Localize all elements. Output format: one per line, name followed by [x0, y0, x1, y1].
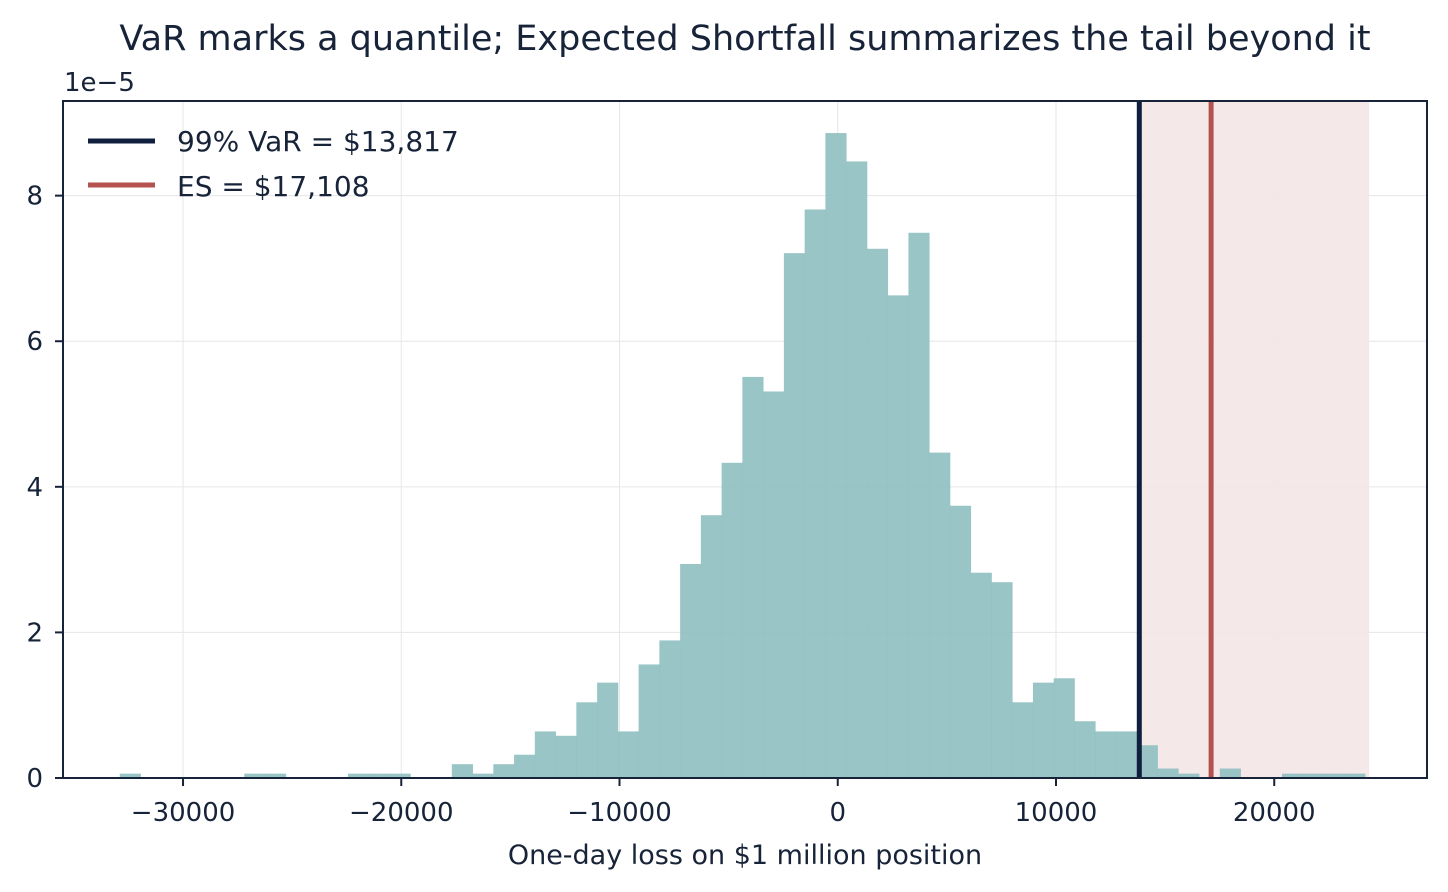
histogram-bar	[389, 773, 411, 778]
histogram-bar	[1115, 731, 1138, 778]
histogram-bar	[846, 161, 868, 779]
histogram-bar	[617, 731, 640, 778]
histogram-bar	[534, 731, 556, 778]
chart-title: VaR marks a quantile; Expected Shortfall…	[119, 19, 1370, 59]
x-tick-label: 10000	[1015, 798, 1098, 828]
histogram-bar	[514, 754, 536, 778]
histogram-bar	[1282, 773, 1304, 778]
histogram-bar	[887, 295, 909, 778]
x-axis-label: One-day loss on $1 million position	[508, 840, 982, 871]
histogram-bar	[742, 376, 764, 778]
y-offset-label: 1e−5	[64, 68, 135, 98]
histogram-bar	[1302, 773, 1324, 778]
x-tick-label: −10000	[567, 798, 672, 828]
histogram-bar	[866, 248, 889, 778]
legend-label-es: ES = $17,108	[177, 170, 370, 203]
y-tick-label: 0	[26, 764, 43, 794]
histogram-bar	[970, 572, 992, 778]
histogram-bar	[1178, 773, 1200, 778]
histogram-bar	[1053, 678, 1075, 778]
histogram-bar	[1157, 768, 1179, 778]
histogram-bar	[804, 209, 826, 779]
y-tick-label: 8	[26, 182, 43, 212]
histogram-bar	[1136, 745, 1158, 778]
histogram-bar	[721, 462, 743, 778]
histogram-bar	[680, 563, 702, 778]
legend-label-var: 99% VaR = $13,817	[177, 125, 459, 158]
histogram-bar	[929, 452, 951, 778]
x-tick-label: 20000	[1233, 798, 1316, 828]
tail-shade	[1139, 101, 1370, 778]
histogram-bar	[244, 773, 266, 778]
histogram-bar	[1012, 702, 1034, 778]
x-tick-label: 0	[829, 798, 846, 828]
histogram-bar	[659, 640, 681, 778]
histogram-bar	[348, 773, 370, 778]
histogram-bar	[1074, 721, 1096, 778]
histogram-bar	[451, 764, 473, 778]
histogram-bar	[1095, 731, 1117, 778]
histogram-bar	[1032, 682, 1055, 778]
histogram-bar	[472, 773, 494, 778]
histogram-bar	[638, 664, 660, 778]
x-tick-label: −20000	[349, 798, 454, 828]
histogram-bar	[783, 253, 806, 778]
histogram-bar	[493, 764, 515, 778]
histogram-bar	[368, 773, 390, 778]
x-axis: −30000 −20000 −10000 0 10000 20000	[131, 778, 1316, 828]
histogram-bar	[265, 773, 287, 778]
histogram-bar	[1344, 773, 1366, 778]
plot-frame	[62, 100, 1428, 779]
histogram-bar	[763, 391, 785, 778]
histogram-bar	[908, 232, 930, 779]
histogram-bar	[1219, 768, 1241, 778]
x-tick-label: −30000	[131, 798, 236, 828]
histogram-bar	[119, 773, 141, 778]
histogram-bar	[597, 682, 619, 778]
histogram-bars	[119, 133, 1366, 779]
y-tick-label: 2	[26, 618, 43, 648]
y-tick-label: 4	[26, 473, 43, 503]
histogram-bar	[700, 515, 723, 778]
y-axis: 0 2 4 6 8	[26, 182, 63, 794]
legend: 99% VaR = $13,817 ES = $17,108	[88, 125, 459, 203]
y-tick-label: 6	[26, 327, 43, 357]
histogram-bar	[576, 702, 598, 778]
histogram-bar	[991, 582, 1013, 778]
histogram-bar	[825, 133, 847, 779]
histogram-bar	[1323, 773, 1345, 778]
histogram-bar	[555, 735, 577, 778]
histogram-bar	[949, 505, 972, 778]
